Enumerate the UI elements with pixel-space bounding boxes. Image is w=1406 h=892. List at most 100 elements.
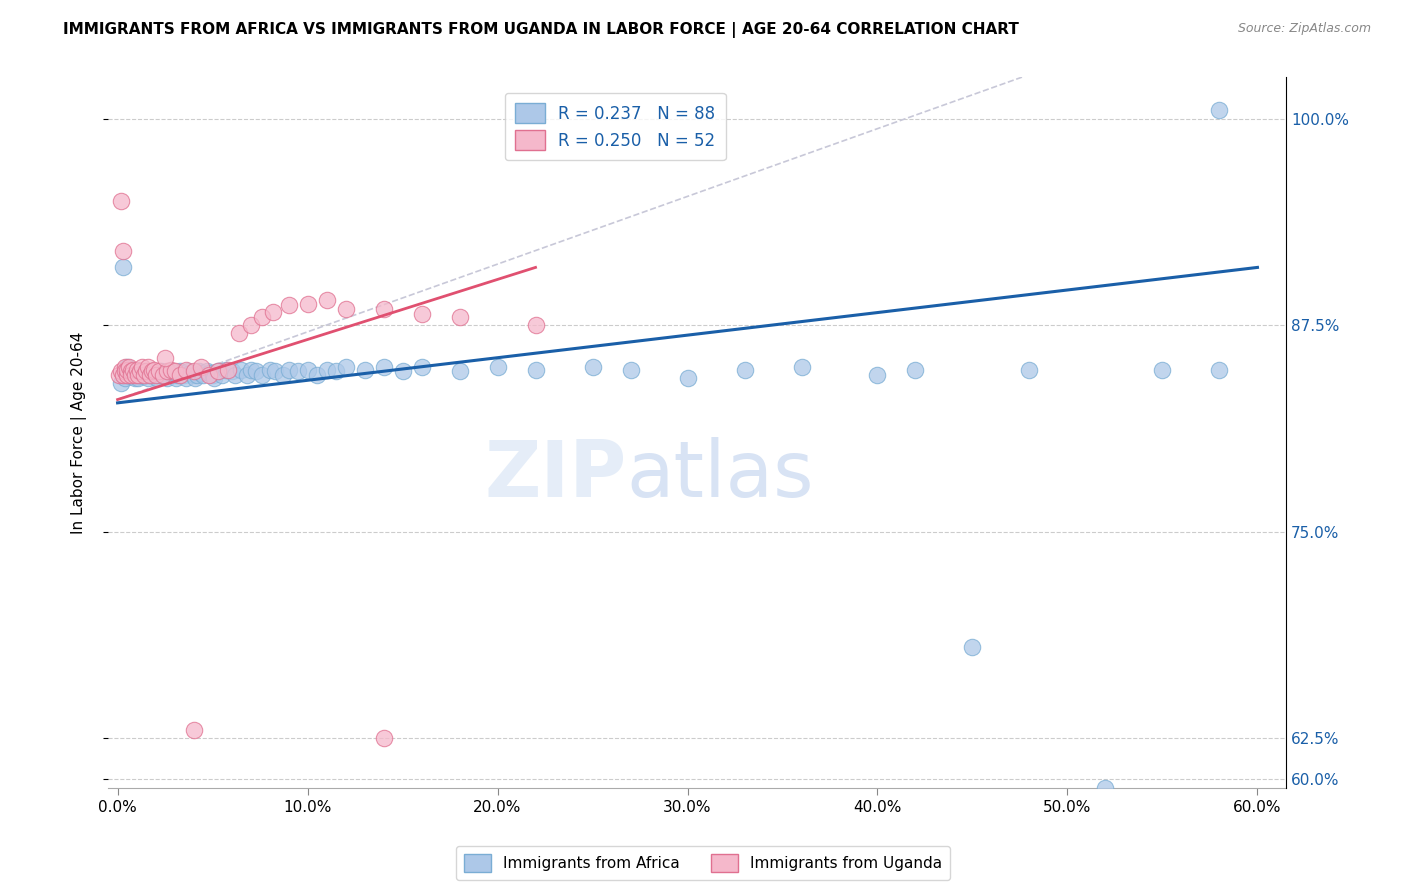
Point: [524, 363, 547, 377]
Point: [245, 364, 267, 378]
Point: [124, 368, 146, 382]
Point: [190, 366, 212, 380]
Point: [239, 318, 262, 333]
Point: [153, 351, 176, 366]
Point: [229, 363, 252, 377]
Point: [201, 368, 224, 382]
Point: [207, 364, 229, 378]
Point: [215, 363, 238, 377]
Point: [177, 364, 200, 378]
Point: [174, 363, 197, 377]
Point: [259, 363, 281, 377]
Point: [307, 368, 329, 382]
Point: [190, 359, 212, 374]
Point: [141, 364, 163, 378]
Point: [115, 368, 138, 382]
Point: [115, 363, 138, 377]
Point: [153, 368, 176, 382]
Point: [204, 371, 226, 385]
Point: [262, 305, 284, 319]
Point: [127, 368, 149, 382]
Point: [224, 368, 246, 382]
Point: [449, 310, 471, 324]
Point: [197, 368, 219, 382]
Point: [167, 368, 190, 382]
Point: [127, 371, 149, 385]
Point: [217, 363, 239, 377]
Point: [110, 364, 132, 378]
Point: [131, 359, 153, 374]
Point: [250, 310, 273, 324]
Point: [141, 364, 163, 378]
Point: [169, 364, 191, 378]
Text: IMMIGRANTS FROM AFRICA VS IMMIGRANTS FROM UGANDA IN LABOR FORCE | AGE 20-64 CORR: IMMIGRANTS FROM AFRICA VS IMMIGRANTS FRO…: [63, 22, 1019, 38]
Point: [124, 371, 146, 385]
Point: [449, 364, 471, 378]
Point: [221, 364, 243, 378]
Point: [524, 318, 547, 333]
Point: [125, 368, 148, 382]
Point: [335, 359, 357, 374]
Point: [188, 364, 211, 378]
Point: [239, 363, 262, 377]
Point: [150, 364, 173, 378]
Point: [186, 368, 208, 382]
Point: [139, 368, 162, 382]
Point: [183, 368, 205, 382]
Point: [411, 359, 433, 374]
Point: [315, 293, 337, 308]
Point: [335, 301, 357, 316]
Point: [1094, 780, 1116, 795]
Point: [619, 363, 641, 377]
Point: [108, 368, 131, 382]
Point: [159, 366, 181, 380]
Point: [297, 297, 319, 311]
Point: [264, 364, 287, 378]
Text: atlas: atlas: [626, 437, 814, 513]
Point: [121, 363, 143, 377]
Point: [191, 368, 214, 382]
Point: [373, 731, 395, 746]
Point: [114, 371, 136, 385]
Point: [373, 301, 395, 316]
Point: [112, 244, 135, 258]
Point: [156, 364, 179, 378]
Text: ZIP: ZIP: [484, 437, 626, 513]
Y-axis label: In Labor Force | Age 20-64: In Labor Force | Age 20-64: [72, 332, 87, 533]
Point: [115, 368, 138, 382]
Point: [131, 364, 153, 378]
Point: [287, 364, 309, 378]
Point: [183, 723, 205, 737]
Point: [134, 369, 156, 384]
Point: [373, 359, 395, 374]
Point: [125, 363, 148, 377]
Point: [120, 368, 142, 382]
Point: [129, 364, 152, 378]
Point: [1018, 363, 1040, 377]
Point: [112, 260, 135, 275]
Point: [211, 368, 233, 382]
Point: [152, 368, 174, 382]
Point: [166, 371, 188, 385]
Point: [197, 366, 219, 380]
Point: [734, 363, 756, 377]
Point: [207, 364, 229, 378]
Point: [159, 363, 181, 377]
Point: [174, 371, 197, 385]
Point: [112, 368, 135, 382]
Point: [157, 364, 180, 378]
Point: [486, 359, 509, 374]
Text: Source: ZipAtlas.com: Source: ZipAtlas.com: [1237, 22, 1371, 36]
Legend: Immigrants from Africa, Immigrants from Uganda: Immigrants from Africa, Immigrants from …: [456, 846, 950, 880]
Point: [118, 363, 141, 377]
Point: [228, 326, 250, 341]
Point: [183, 364, 205, 378]
Point: [148, 364, 170, 378]
Point: [236, 368, 259, 382]
Point: [277, 363, 299, 377]
Point: [904, 363, 927, 377]
Point: [790, 359, 813, 374]
Point: [581, 359, 603, 374]
Point: [136, 359, 159, 374]
Point: [962, 640, 984, 655]
